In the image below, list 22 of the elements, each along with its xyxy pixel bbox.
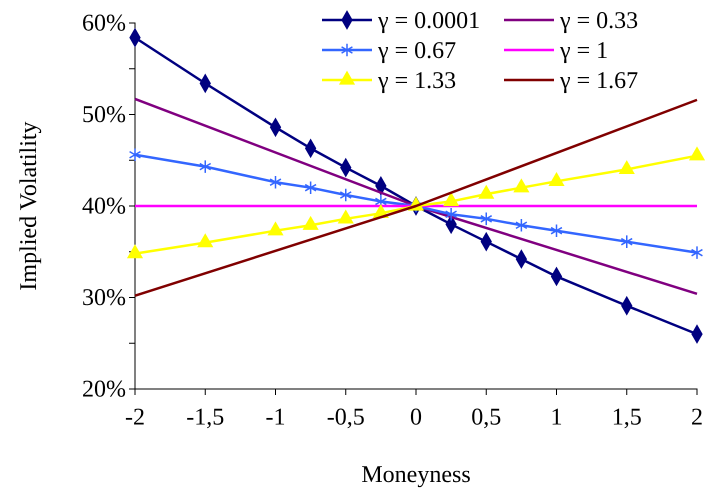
y-axis-title: Implied Volatility: [16, 121, 42, 291]
x-tick-label: -2: [125, 404, 145, 430]
x-tick-label: -0,5: [326, 404, 365, 430]
x-tick-label: 0,5: [471, 404, 502, 430]
legend-label: γ = 1.33: [377, 68, 456, 94]
y-tick-label: 20%: [82, 376, 126, 403]
x-tick-label: -1: [266, 404, 286, 430]
legend-label: γ = 1: [559, 38, 608, 64]
legend-label: γ = 0.67: [377, 38, 456, 64]
legend-label: γ = 0.0001: [377, 8, 480, 34]
y-tick-label: 40%: [82, 194, 126, 220]
x-tick-label: 1,5: [612, 404, 642, 430]
x-tick-label: 1: [550, 404, 562, 430]
y-tick-label: 50%: [82, 102, 126, 128]
legend-label: γ = 1.67: [559, 68, 638, 94]
x-tick-label: 0: [410, 404, 422, 430]
x-axis-title: Moneyness: [361, 462, 471, 488]
legend-label: γ = 0.33: [559, 8, 638, 34]
y-tick-label: 60%: [82, 10, 126, 37]
y-tick-label: 30%: [82, 285, 126, 312]
x-tick-label: 2: [691, 404, 703, 430]
x-tick-label: -1,5: [186, 404, 224, 430]
